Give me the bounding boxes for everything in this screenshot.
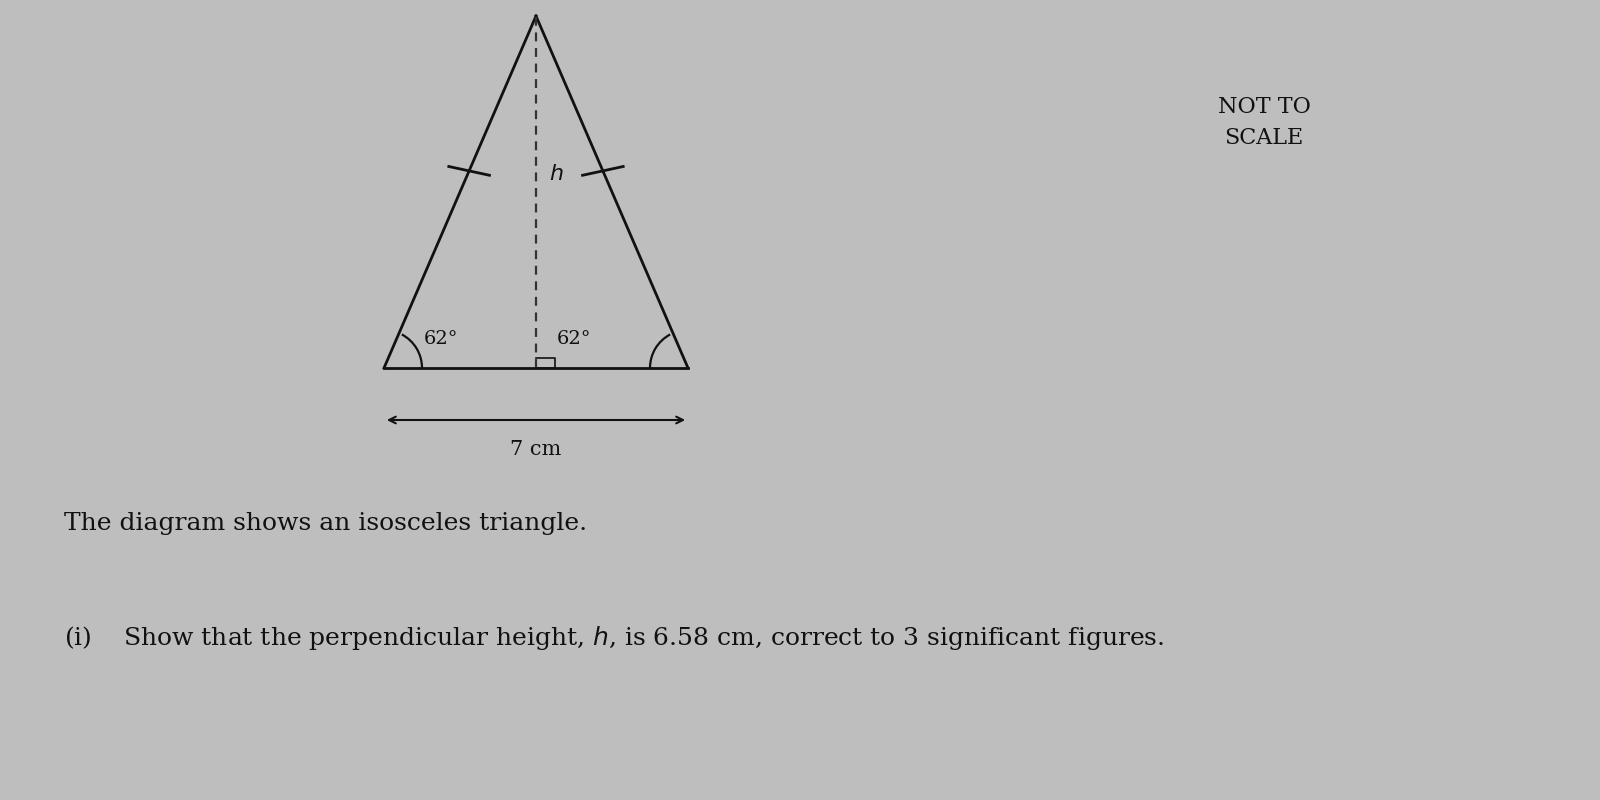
Text: 62°: 62°: [424, 330, 459, 348]
Text: The diagram shows an isosceles triangle.: The diagram shows an isosceles triangle.: [64, 512, 587, 535]
Text: 7 cm: 7 cm: [510, 440, 562, 459]
Text: 62°: 62°: [557, 330, 592, 348]
Text: (i)    Show that the perpendicular height, $h$, is 6.58 cm, correct to 3 signifi: (i) Show that the perpendicular height, …: [64, 624, 1165, 652]
Text: $h$: $h$: [549, 163, 563, 186]
Text: NOT TO
SCALE: NOT TO SCALE: [1218, 96, 1310, 149]
